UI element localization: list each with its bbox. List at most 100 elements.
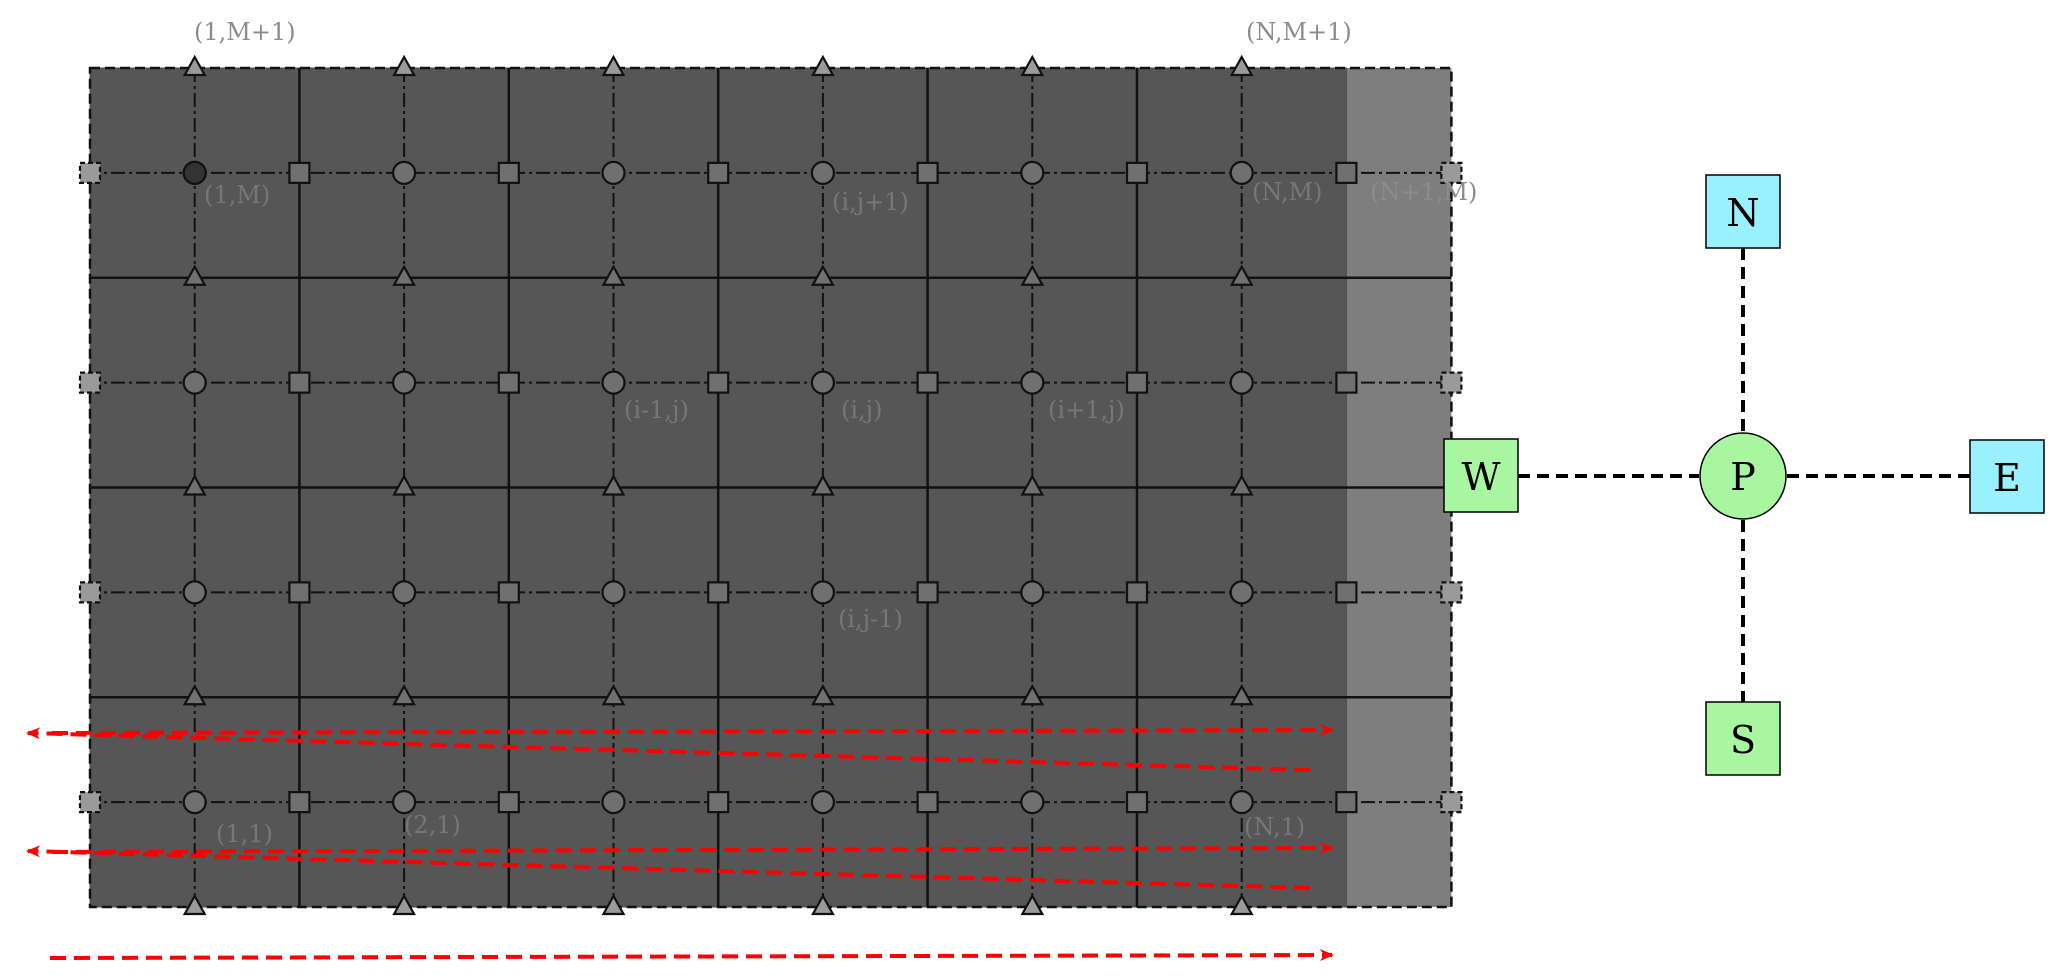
pressure-node-marker — [182, 370, 207, 395]
u-velocity-marker — [916, 161, 939, 184]
v-velocity-marker — [182, 893, 207, 916]
u-velocity-marker — [1125, 371, 1149, 394]
label-i-j: (i,j) — [841, 396, 882, 424]
ghost-u-velocity-marker — [1440, 791, 1463, 814]
v-velocity-marker — [811, 893, 835, 916]
v-velocity-marker — [811, 264, 835, 286]
pressure-node-marker — [1020, 370, 1045, 395]
pressure-node-marker — [601, 790, 626, 815]
v-velocity-marker — [1020, 474, 1045, 496]
u-velocity-marker — [1335, 371, 1358, 394]
u-velocity-marker — [707, 371, 730, 394]
v-velocity-marker — [392, 264, 416, 286]
sweep-arrow-left — [26, 727, 1311, 772]
stencil-node-south-label: S — [1730, 718, 1756, 762]
u-velocity-marker — [497, 161, 520, 184]
stencil-node-north-label: N — [1726, 191, 1759, 235]
pressure-node-marker — [1020, 160, 1045, 185]
pressure-node-marker — [1229, 580, 1254, 605]
u-velocity-marker — [78, 161, 102, 184]
v-velocity-marker — [392, 474, 416, 496]
pressure-node-marker — [1020, 790, 1045, 815]
stencil-node-south: S — [1705, 701, 1781, 776]
stencil-node-center: P — [1699, 432, 1787, 520]
u-velocity-marker — [78, 371, 102, 394]
v-velocity-marker — [1229, 683, 1254, 706]
v-velocity-marker — [392, 54, 416, 77]
sweep-direction-arrows — [26, 724, 1334, 962]
sweep-arrow-left — [26, 845, 1311, 890]
stencil-node-center-label: P — [1730, 455, 1756, 499]
five-point-stencil: N W P E S — [1443, 174, 2045, 776]
v-velocity-marker — [811, 474, 835, 496]
v-velocity-marker — [601, 683, 626, 706]
pressure-node-marker — [810, 370, 836, 395]
u-velocity-marker — [1335, 581, 1358, 604]
v-velocity-marker — [1020, 54, 1045, 77]
u-velocity-marker — [1335, 791, 1358, 814]
pressure-node-marker — [810, 790, 836, 815]
label-1-m-plus-1: (1,M+1) — [194, 18, 296, 46]
mesh-grid: (1,M+1) (N,M+1) (1,M) (i,j+1) (N,M) (N+1… — [26, 18, 1477, 962]
u-velocity-marker — [288, 581, 311, 604]
stencil-node-north: N — [1705, 174, 1781, 249]
label-i-jminus1: (i,j-1) — [838, 605, 903, 633]
pressure-node-marker — [182, 790, 207, 815]
v-velocity-marker — [1229, 54, 1254, 77]
v-velocity-marker — [601, 264, 626, 286]
label-1-1: (1,1) — [216, 820, 273, 848]
v-velocity-marker — [1020, 264, 1045, 286]
v-velocity-marker — [182, 264, 207, 286]
v-velocity-marker — [182, 474, 207, 496]
pressure-node-marker — [601, 370, 626, 395]
label-2-1: (2,1) — [404, 811, 461, 839]
label-n-m: (N,M) — [1252, 178, 1322, 206]
u-velocity-marker — [916, 371, 939, 394]
corner-node-marker — [182, 160, 207, 185]
sweep-arrow-bottom — [49, 949, 1334, 962]
stencil-node-west-label: W — [1461, 455, 1500, 499]
grid-markers — [78, 54, 1463, 916]
v-velocity-marker — [1020, 683, 1045, 706]
u-velocity-marker — [916, 581, 939, 604]
ghost-u-velocity-marker — [1440, 581, 1463, 604]
pressure-node-marker — [392, 790, 417, 815]
label-iplus1-j: (i+1,j) — [1048, 396, 1125, 424]
pressure-node-marker — [601, 580, 626, 605]
v-velocity-marker — [392, 893, 416, 916]
label-i-jplus1: (i,j+1) — [832, 188, 909, 216]
v-velocity-marker — [601, 54, 626, 77]
pressure-node-marker — [182, 580, 207, 605]
v-velocity-marker — [1229, 474, 1254, 496]
u-velocity-marker — [288, 371, 311, 394]
label-nplus1-m: (N+1,M) — [1370, 178, 1477, 206]
v-velocity-marker — [182, 54, 207, 77]
pressure-node-marker — [392, 370, 417, 395]
u-velocity-marker — [1125, 581, 1149, 604]
label-iminus1-j: (i-1,j) — [624, 396, 689, 424]
pressure-node-marker — [1229, 790, 1254, 815]
ghost-u-velocity-marker — [1440, 161, 1463, 184]
pressure-node-marker — [1229, 160, 1254, 185]
v-velocity-marker — [1229, 264, 1254, 286]
u-velocity-marker — [497, 791, 520, 814]
stencil-node-west: W — [1443, 438, 1519, 513]
u-velocity-marker — [78, 791, 102, 814]
grid-labels: (1,M+1) (N,M+1) (1,M) (i,j+1) (N,M) (N+1… — [194, 18, 1477, 848]
pressure-node-marker — [810, 160, 836, 185]
u-velocity-marker — [78, 581, 102, 604]
stencil-node-east: E — [1969, 439, 2045, 514]
u-velocity-marker — [1125, 791, 1149, 814]
pressure-node-marker — [810, 580, 836, 605]
v-velocity-marker — [811, 54, 835, 77]
v-velocity-marker — [811, 683, 835, 706]
label-n-1: (N,1) — [1244, 813, 1305, 841]
label-1-m: (1,M) — [204, 181, 270, 209]
u-velocity-marker — [288, 791, 311, 814]
sweep-arrow-right — [51, 842, 1334, 855]
v-velocity-marker — [392, 683, 416, 706]
v-velocity-marker — [1229, 893, 1254, 916]
u-velocity-marker — [707, 581, 730, 604]
v-velocity-marker — [601, 893, 626, 916]
pressure-node-marker — [1020, 580, 1045, 605]
